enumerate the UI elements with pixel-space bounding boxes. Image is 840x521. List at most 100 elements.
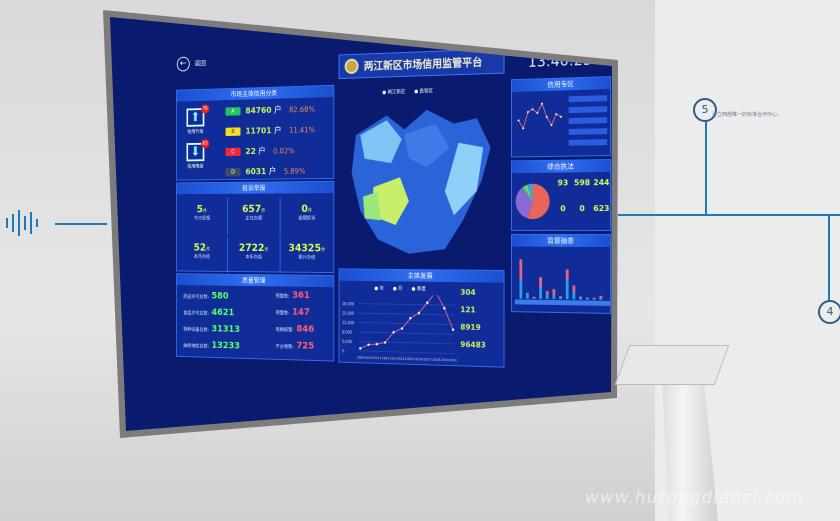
grade-percent: 82.68% — [289, 105, 316, 115]
stat-label: 今日受理 — [193, 215, 211, 222]
x-tick-label: 2013 — [390, 356, 398, 360]
bar — [532, 297, 536, 299]
complaint-stat: 657件 正在办理 — [228, 197, 281, 235]
legend-label: 两江新区 — [387, 89, 406, 96]
complaint-stat: 52件 本月办结 — [176, 235, 229, 273]
tab-label: 年 — [379, 285, 384, 292]
dashboard: ← 返回 两江新区市场信用监管平台 13:40:25 市场主体信用分类 ⬆76 … — [172, 36, 612, 416]
back-button[interactable]: ← 返回 — [176, 56, 206, 72]
quality-warning-row: 电梯报警: 846 — [275, 324, 314, 335]
bar — [572, 291, 576, 300]
grade-badge: C — [225, 147, 241, 157]
data-point — [359, 347, 362, 350]
x-tick-label: 2020 — [449, 358, 456, 362]
wall-caption: 设立西部唯一的标准合作中心。 — [712, 112, 783, 118]
x-tick-label: 2009 — [357, 355, 365, 359]
bar — [539, 287, 543, 299]
credit-zone-list — [568, 95, 608, 146]
grade-row: C 22 户 0.02% — [225, 141, 315, 163]
grade-list: A 84760 户 82.68% B 11701 户 11.41% C 22 户 0.02… — [225, 99, 316, 183]
stat-value: 2722 — [238, 241, 265, 254]
tab-month[interactable]: ● 月 — [392, 286, 403, 292]
stat-unit: 件 — [261, 208, 266, 214]
stat-value: 244 — [593, 178, 610, 188]
development-stat: 121 — [460, 305, 476, 315]
stat-label: 本年办结 — [245, 254, 263, 261]
grade-badge: A — [225, 107, 241, 116]
grid-line — [359, 341, 455, 343]
enforcement-panel: 综合执法 93 598 244 0 0 623 — [511, 159, 612, 231]
panel-title: 综合执法 — [511, 160, 611, 174]
grid-line — [359, 351, 455, 354]
tab-label: 月 — [398, 286, 403, 292]
warning-label: 预警数: — [275, 293, 290, 300]
development-stats: 304 121 8919 96483 — [460, 288, 486, 358]
panel-title: 监督抽查 — [511, 234, 611, 247]
bar — [526, 292, 529, 299]
enforcement-pie-chart — [515, 183, 550, 220]
wall-line — [828, 215, 830, 305]
tab-quarter[interactable]: ● 季度 — [411, 286, 426, 293]
watermark: www.hurongdianzi.com — [585, 488, 804, 508]
grade-count: 6031 — [245, 167, 267, 178]
bar — [592, 298, 596, 300]
y-tick-label: 15,000 — [342, 312, 355, 316]
bar — [552, 295, 556, 300]
tab-label: 季度 — [416, 286, 426, 293]
panel-title: 质量管理 — [176, 274, 334, 288]
kiosk-tablet — [614, 345, 730, 385]
inspection-bar-chart — [514, 259, 611, 306]
enforcement-stat: 623 — [592, 204, 611, 213]
stat-unit: 件 — [264, 247, 269, 253]
bar — [599, 295, 603, 298]
bar — [559, 296, 562, 298]
quality-warning-row: 不合格数: 725 — [275, 340, 314, 352]
upgrade-count-badge: 76 — [201, 104, 210, 114]
y-tick-label: 5,000 — [342, 340, 352, 344]
stat-label: 正在办理 — [245, 215, 263, 222]
map-region — [404, 123, 450, 168]
grid-line — [359, 304, 455, 306]
warning-value: 361 — [292, 290, 310, 301]
legend-direct[interactable]: ● 直管区 — [414, 88, 434, 95]
stat-label: 本月办结 — [193, 254, 211, 260]
credit-downgrade-button[interactable]: ⬇ 63 信用降级 — [186, 139, 210, 170]
x-tick-label: 2015 — [407, 357, 415, 361]
enforcement-stat: 0 — [572, 204, 591, 213]
bar — [592, 297, 596, 299]
map-region-highlight — [371, 177, 409, 226]
series-line — [360, 294, 453, 351]
police-badge-logo — [344, 58, 359, 75]
complaint-stat: 34325件 累计办结 — [280, 236, 335, 275]
stat-unit: 件 — [321, 247, 326, 254]
y-tick-label: 0 — [342, 349, 345, 353]
wall-line — [705, 120, 707, 215]
quality-warning-row: 预警数: 361 — [275, 290, 309, 301]
step-5-marker: 5 — [693, 98, 717, 122]
bar — [585, 297, 589, 299]
stat-label: 累计办结 — [298, 254, 316, 261]
x-tick-label: 2012 — [382, 356, 390, 360]
grade-row: D 6031 户 5.89% — [225, 161, 315, 183]
map-area: ● 两江新区 ● 直管区 — [339, 79, 505, 265]
development-stat: 8919 — [460, 322, 481, 332]
bar — [565, 269, 569, 280]
stat-value: 34325 — [288, 241, 322, 255]
quality-label: 药品许可总数: — [183, 294, 209, 301]
stat-value: 0 — [579, 204, 585, 214]
data-point — [367, 343, 370, 346]
downgrade-count-badge: 63 — [201, 139, 210, 149]
district-map[interactable] — [339, 93, 505, 269]
legend-liangjiang[interactable]: ● 两江新区 — [382, 89, 406, 96]
wall-line — [618, 214, 840, 216]
credit-upgrade-button[interactable]: ⬆ 76 信用升级 — [186, 104, 210, 135]
bar — [539, 277, 543, 288]
grade-unit: 户 — [273, 126, 282, 136]
stat-value: 0 — [560, 204, 566, 214]
tab-year[interactable]: ● 年 — [374, 285, 384, 292]
quality-panel: 质量管理 药品许可总数: 580 预警数: 361 食品许可总数: 4621 预警数: 147… — [176, 273, 335, 362]
stat-value: 93 — [557, 178, 569, 188]
data-point — [526, 111, 529, 114]
bar — [559, 297, 562, 300]
axis-band — [514, 299, 611, 306]
